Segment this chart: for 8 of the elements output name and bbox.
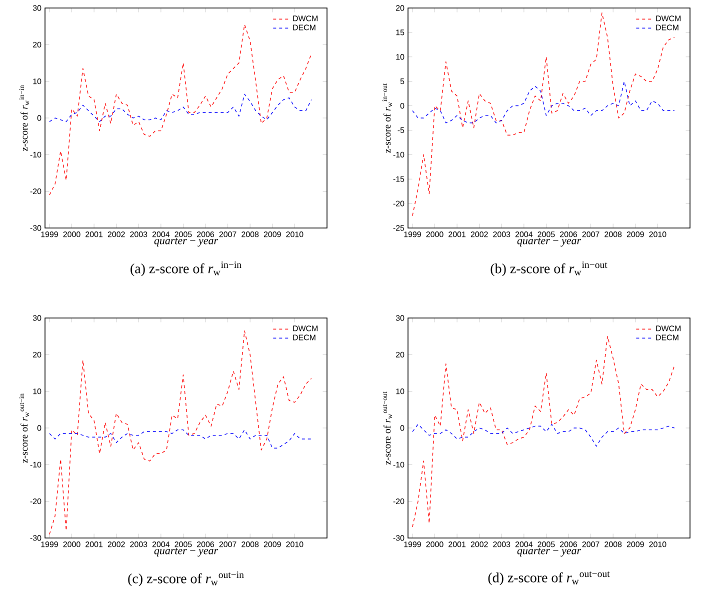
- x-axis-title: quarter − year: [517, 548, 582, 557]
- text: (c) z-score of r$_{w}$out−in: [128, 572, 244, 586]
- x-axis-title: quarter − year: [154, 238, 218, 247]
- text: (d) z-score of r$_{w}$out−out: [488, 572, 610, 586]
- x-axis-title: quarter − year: [154, 548, 218, 557]
- text: (a) z-score of r$_{w}$in−in: [130, 262, 242, 276]
- text: (b) z-score of r$_{w}$in−out: [490, 262, 608, 276]
- x-axis-title: quarter − year: [517, 238, 582, 247]
